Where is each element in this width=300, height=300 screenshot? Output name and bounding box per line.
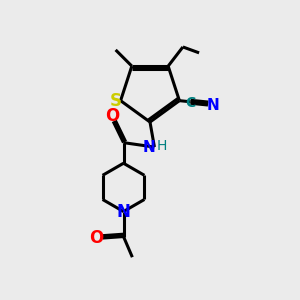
Text: N: N [143, 140, 155, 154]
Text: S: S [109, 92, 121, 110]
Text: O: O [89, 229, 103, 247]
Text: H: H [157, 139, 167, 153]
Text: O: O [106, 106, 120, 124]
Text: C: C [185, 96, 195, 110]
Text: N: N [117, 202, 130, 220]
Text: N: N [206, 98, 219, 112]
